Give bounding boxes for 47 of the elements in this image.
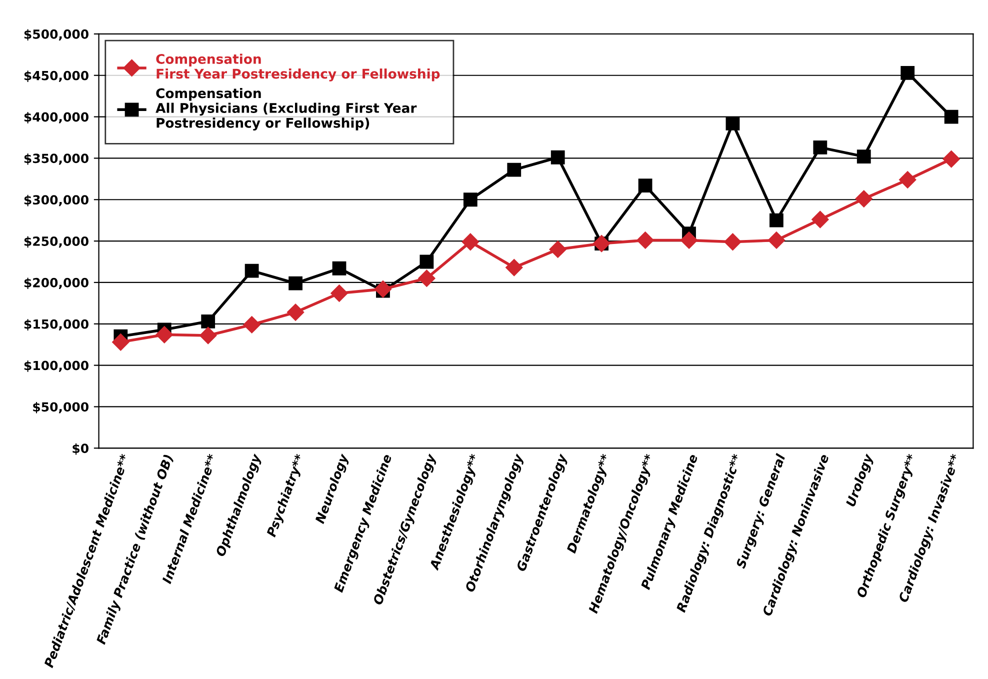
point [856,150,871,164]
legend-label: Compensation All Physicians (Excluding First Year Postresidency or Fellowship) [156,88,417,131]
y-tick-label: $150,000 [24,319,88,330]
y-tick-label: $500,000 [24,29,88,41]
point [418,270,436,287]
point [200,326,217,344]
point [549,240,566,258]
y-tick-label: $50,000 [33,402,88,414]
point [462,233,479,250]
point [374,280,392,298]
point [638,178,652,192]
point [724,233,742,250]
point [201,314,216,328]
y-tick-label: $0 [72,443,88,455]
point [420,254,434,269]
point [900,66,915,80]
point [463,192,478,207]
y-tick-label: $450,000 [24,70,88,82]
point [770,213,784,228]
point [726,116,740,130]
point [243,316,260,334]
point [550,150,565,164]
point [813,140,828,154]
point [244,264,259,278]
y-tick-label: $400,000 [24,112,88,124]
point [944,110,958,124]
point [112,334,130,351]
point [288,276,302,290]
legend-label: Compensation First Year Postresidency or Fellowship [156,54,440,82]
y-tick-label: $100,000 [24,360,88,372]
point [330,284,348,302]
point [506,259,523,276]
point [507,162,522,177]
point [680,232,698,249]
point [899,171,916,188]
y-tick-label: $200,000 [24,278,88,290]
y-tick-label: $350,000 [24,153,88,165]
point [812,210,829,228]
point [156,326,173,344]
point [636,232,654,249]
y-tick-label: $250,000 [24,236,88,248]
point [855,190,872,208]
point [768,232,785,249]
point [332,261,346,276]
point [286,304,304,321]
y-tick-label: $300,000 [24,194,88,206]
point [942,150,960,168]
